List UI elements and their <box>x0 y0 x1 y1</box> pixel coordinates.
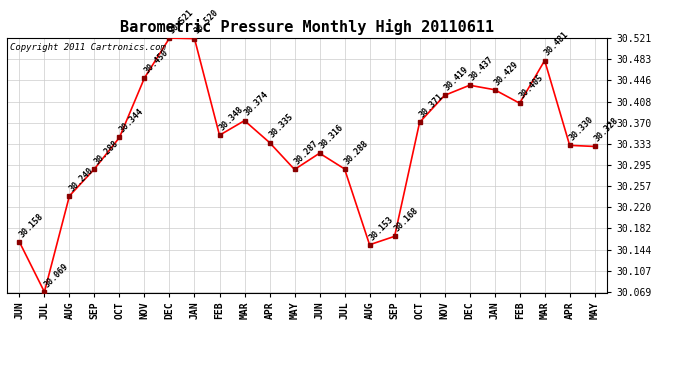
Text: 30.374: 30.374 <box>242 90 270 118</box>
Text: 30.287: 30.287 <box>293 139 320 167</box>
Text: 30.158: 30.158 <box>17 211 45 239</box>
Text: 30.371: 30.371 <box>417 92 445 120</box>
Text: 30.288: 30.288 <box>342 139 370 166</box>
Text: 30.437: 30.437 <box>467 55 495 82</box>
Text: 30.521: 30.521 <box>167 8 195 35</box>
Text: 30.520: 30.520 <box>193 8 220 36</box>
Text: 30.328: 30.328 <box>593 116 620 144</box>
Text: 30.153: 30.153 <box>367 214 395 242</box>
Text: Copyright 2011 Cartronics.com: Copyright 2011 Cartronics.com <box>10 43 166 52</box>
Text: 30.450: 30.450 <box>142 48 170 75</box>
Text: 30.240: 30.240 <box>67 165 95 193</box>
Text: 30.316: 30.316 <box>317 123 345 150</box>
Text: 30.288: 30.288 <box>92 139 120 166</box>
Text: 30.405: 30.405 <box>518 73 545 100</box>
Text: 30.344: 30.344 <box>117 107 145 135</box>
Text: 30.168: 30.168 <box>393 206 420 234</box>
Text: 30.348: 30.348 <box>217 105 245 132</box>
Text: 30.419: 30.419 <box>442 65 470 93</box>
Text: 30.330: 30.330 <box>567 115 595 142</box>
Text: 30.335: 30.335 <box>267 112 295 140</box>
Title: Barometric Pressure Monthly High 20110611: Barometric Pressure Monthly High 2011061… <box>120 19 494 35</box>
Text: 30.481: 30.481 <box>542 30 570 58</box>
Text: 30.069: 30.069 <box>42 262 70 289</box>
Text: 30.429: 30.429 <box>493 59 520 87</box>
